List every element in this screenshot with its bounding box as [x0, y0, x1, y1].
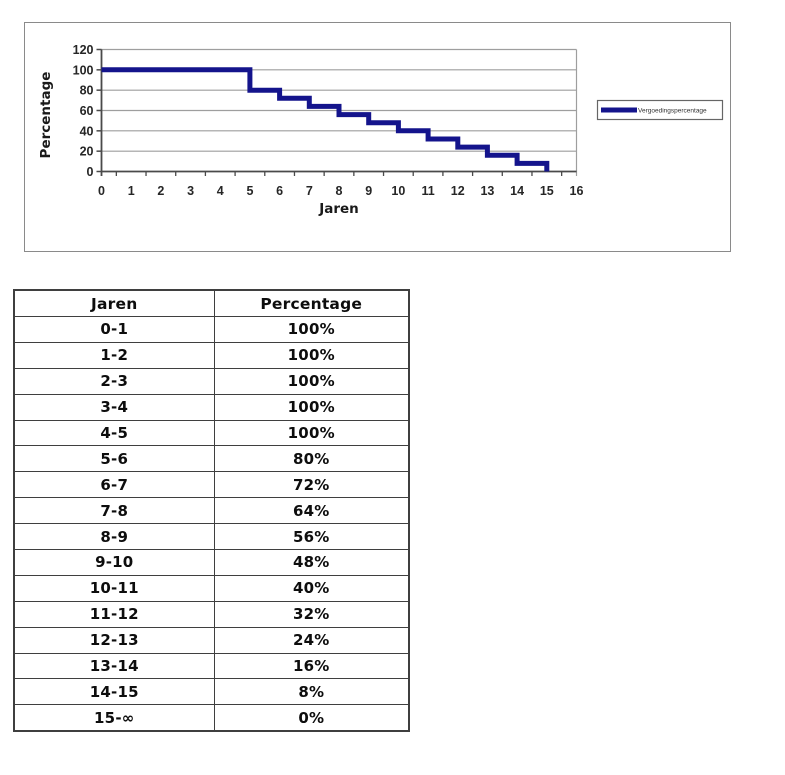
y-tick-label: 80 — [80, 84, 94, 98]
table-cell: 11-12 — [13, 600, 215, 628]
x-tick-label: 4 — [217, 184, 224, 198]
y-tick-label: 0 — [87, 165, 94, 179]
table-cell: 15-∞ — [13, 704, 215, 732]
legend-box — [596, 99, 724, 121]
table-cell: 3-4 — [13, 393, 215, 421]
column-header: Jaren — [13, 289, 215, 317]
x-tick-label: 11 — [421, 184, 434, 198]
x-tick-label: 9 — [365, 184, 372, 198]
table-cell: 14-15 — [13, 678, 215, 706]
table-row: 12-13 24% — [13, 626, 410, 654]
table-header: Jaren Percentage — [13, 289, 410, 317]
table-row: 13-14 16% — [13, 652, 410, 680]
x-tick-label: 1 — [128, 184, 135, 198]
x-axis-title: Jaren — [318, 201, 359, 217]
x-tick-label: 7 — [306, 184, 313, 198]
x-tick-label: 12 — [451, 184, 465, 198]
table-cell: 12-13 — [13, 626, 215, 654]
table-cell: 10-11 — [13, 574, 215, 602]
table-row: 8-9 56% — [13, 523, 410, 551]
table-cell: 40% — [213, 574, 410, 602]
x-tick-label: 14 — [510, 184, 524, 198]
chart-panel: 0 20 40 60 80 100 120 0 1 2 3 4 5 6 7 8 9 10 11 12 13 14 15 16 P… — [24, 22, 731, 252]
vergoeding-table: Jaren Percentage 0-1 100% 1-2 100% 2-3 100% 3-4… — [13, 289, 410, 733]
table-row: 4-5 100% — [13, 419, 410, 447]
x-tick-label: 5 — [246, 184, 253, 198]
table-cell: 5-6 — [13, 445, 215, 473]
x-tick-label: 0 — [98, 184, 105, 198]
table-cell: 0% — [213, 704, 410, 732]
table-body: 0-1 100% 1-2 100% 2-3 100% 3-4 100% 4-5 100% 5-6 80… — [13, 316, 410, 732]
y-axis-title: Percentage — [38, 72, 54, 159]
table-cell: 1-2 — [13, 341, 215, 369]
y-tick-label: 100 — [73, 63, 94, 77]
table-row: 5-6 80% — [13, 445, 410, 473]
table-row: 10-11 40% — [13, 574, 410, 602]
table-cell: 56% — [213, 523, 410, 551]
table-cell: 6-7 — [13, 471, 215, 499]
table-row: 11-12 32% — [13, 600, 410, 628]
table-row: 0-1 100% — [13, 316, 410, 343]
table-row: 2-3 100% — [13, 367, 410, 395]
y-tick-label: 40 — [80, 124, 94, 138]
x-tick-label: 13 — [480, 184, 494, 198]
table-cell: 24% — [213, 626, 410, 654]
x-tick-label: 16 — [570, 184, 584, 198]
table-cell: 8-9 — [13, 523, 215, 551]
x-tick-label: 3 — [187, 184, 194, 198]
table-header-row: Jaren Percentage — [13, 289, 410, 317]
y-tick-label: 120 — [73, 43, 94, 57]
table-cell: 100% — [213, 393, 410, 421]
y-tick-label: 60 — [80, 104, 94, 118]
table-cell: 7-8 — [13, 497, 215, 525]
table-cell: 9-10 — [13, 549, 215, 576]
table-cell: 100% — [213, 341, 410, 369]
table-row: 1-2 100% — [13, 341, 410, 369]
table-cell: 72% — [213, 471, 410, 499]
table-row: 9-10 48% — [13, 549, 410, 576]
table-row: 3-4 100% — [13, 393, 410, 421]
column-header: Percentage — [213, 289, 410, 317]
table-cell: 64% — [213, 497, 410, 525]
table-cell: 100% — [213, 419, 410, 447]
table-cell: 100% — [213, 367, 410, 395]
table-row: 7-8 64% — [13, 497, 410, 525]
table-row: 15-∞ 0% — [13, 704, 410, 732]
legend-label: Vergoedingspercentage — [638, 108, 707, 115]
table-cell: 48% — [213, 549, 410, 576]
table-row: 6-7 72% — [13, 471, 410, 499]
x-tick-label: 10 — [391, 184, 405, 198]
x-tick-label: 6 — [276, 184, 283, 198]
table-cell: 100% — [213, 316, 410, 343]
y-tick-label: 20 — [80, 145, 94, 159]
table-cell: 32% — [213, 600, 410, 628]
table-cell: 8% — [213, 678, 410, 706]
table-cell: 80% — [213, 445, 410, 473]
x-tick-label: 15 — [540, 184, 554, 198]
table-cell: 13-14 — [13, 652, 215, 680]
table-cell: 2-3 — [13, 367, 215, 395]
table-cell: 0-1 — [13, 316, 215, 343]
x-tick-label: 8 — [336, 184, 343, 198]
series-step-line — [101, 67, 550, 172]
x-tick-label: 2 — [157, 184, 164, 198]
table-cell: 4-5 — [13, 419, 215, 447]
table-row: 14-15 8% — [13, 678, 410, 706]
table-cell: 16% — [213, 652, 410, 680]
